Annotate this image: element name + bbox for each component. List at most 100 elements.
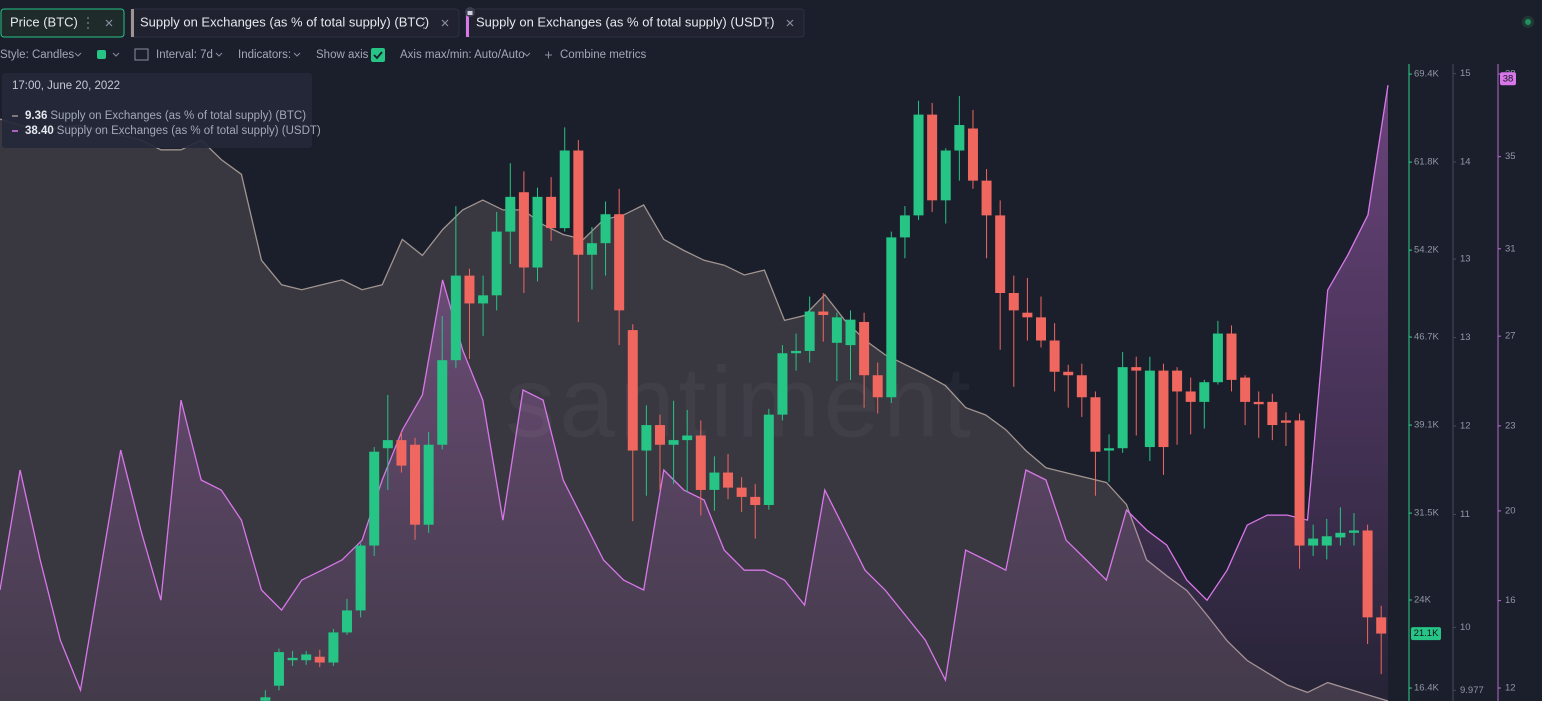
- candle-body: [1267, 401, 1278, 426]
- menu-dots[interactable]: [423, 17, 425, 29]
- candle-body: [1240, 377, 1251, 402]
- y-tick-label: 20: [1505, 505, 1516, 516]
- candle-body: [355, 545, 366, 611]
- candle-body: [899, 215, 910, 238]
- y-tick-label: 39.1K: [1414, 420, 1439, 431]
- close-icon[interactable]: [441, 19, 449, 27]
- candle-body: [1104, 448, 1115, 451]
- candle-body: [1117, 367, 1128, 449]
- candle-body: [1212, 333, 1223, 383]
- y-tick-label: 13: [1460, 332, 1471, 343]
- candle-body: [777, 353, 788, 415]
- tab[interactable]: [0, 8, 125, 38]
- tab-color: [131, 9, 134, 37]
- tooltip-value: 9.36: [25, 110, 47, 122]
- color-picker[interactable]: [97, 50, 106, 59]
- y-tick-label: 35: [1505, 151, 1516, 162]
- candle-body: [1090, 397, 1101, 452]
- chevron: [215, 52, 223, 57]
- lock-icon[interactable]: [465, 7, 475, 17]
- candle-body: [654, 425, 665, 445]
- candle-body: [342, 610, 352, 633]
- tab-color: [466, 9, 469, 37]
- candle-body: [1348, 530, 1359, 533]
- tooltip-label: Supply on Exchanges (as % of total suppl…: [50, 110, 306, 122]
- value-badge-label: 38: [1503, 73, 1514, 84]
- candle-body: [886, 237, 897, 398]
- value-badge: [1411, 627, 1441, 641]
- close-icon[interactable]: [786, 19, 794, 27]
- candle-body: [1144, 370, 1155, 448]
- candle-body: [1131, 367, 1142, 371]
- value-badge: [1500, 72, 1516, 86]
- candle-body: [995, 215, 1006, 293]
- candle-body: [314, 656, 325, 663]
- candle-body: [831, 317, 842, 343]
- y-tick-label: 23: [1505, 420, 1516, 431]
- candle-body: [437, 360, 448, 445]
- y-tick-label: 69.4K: [1414, 69, 1439, 80]
- menu-dots[interactable]: [87, 17, 89, 29]
- candle-body: [940, 150, 951, 201]
- tooltip-box: [2, 73, 312, 148]
- candle-body: [641, 425, 652, 451]
- candle-body: [627, 330, 638, 451]
- candle-body: [532, 196, 543, 268]
- y-tick-label: 16: [1505, 595, 1516, 606]
- candle-body: [1376, 617, 1387, 634]
- y-tick-label: 10: [1460, 622, 1471, 633]
- menu-dots[interactable]: [767, 17, 769, 29]
- tooltip-row: 9.36 Supply on Exchanges (as % of total s…: [25, 110, 306, 122]
- tooltip-label: Supply on Exchanges (as % of total suppl…: [57, 125, 321, 137]
- candle-body: [1158, 370, 1169, 448]
- candle-body: [695, 435, 706, 490]
- interval-selector[interactable]: Interval: 7d: [156, 49, 213, 61]
- y-tick-label: 61.8K: [1414, 157, 1439, 168]
- close-icon[interactable]: [105, 19, 113, 27]
- tooltip-row: 38.40 Supply on Exchanges (as % of total …: [25, 125, 321, 137]
- candle-body: [927, 114, 938, 201]
- y-tick-label: 24K: [1414, 595, 1432, 606]
- y-tick-label: 15: [1460, 68, 1471, 79]
- y-tick-label: 46.7K: [1414, 332, 1439, 343]
- candle-body: [1226, 333, 1237, 380]
- candle-body: [382, 440, 393, 449]
- candle-body: [559, 150, 570, 229]
- y-tick-label: 11: [1460, 509, 1470, 520]
- candle-body: [709, 472, 720, 490]
- candle-body: [1362, 530, 1373, 618]
- candle-layer: [260, 96, 1387, 701]
- checkbox[interactable]: [371, 48, 385, 62]
- candle-body: [723, 472, 734, 488]
- show-axis-label[interactable]: Show axis: [316, 49, 369, 61]
- candle-body: [573, 150, 584, 255]
- chevron: [112, 52, 120, 57]
- candle-body: [750, 496, 761, 505]
- candle-body: [1199, 382, 1210, 402]
- candle-body: [287, 657, 298, 661]
- candle-body: [859, 321, 870, 376]
- combine-metrics[interactable]: Combine metrics: [560, 49, 647, 61]
- candle-body: [1076, 375, 1087, 398]
- candle-body: [1008, 292, 1019, 311]
- chevron: [74, 52, 82, 57]
- style-selector[interactable]: Style: Candles: [0, 49, 74, 61]
- candle-body: [913, 114, 924, 216]
- candle-body: [1253, 401, 1264, 405]
- y-tick-label: 9.977: [1460, 685, 1484, 696]
- axis-range-selector[interactable]: Axis max/min: Auto/Auto: [400, 49, 525, 61]
- y-tick-label: 27: [1505, 331, 1516, 342]
- legend-entry[interactable]: Supply on Exchanges (as % of total suppl…: [476, 14, 774, 29]
- legend-entry[interactable]: Supply on Exchanges (as % of total suppl…: [140, 14, 429, 29]
- y-tick-label: 16.4K: [1414, 683, 1439, 694]
- candle-body: [410, 444, 421, 525]
- area-fill: [0, 85, 1388, 701]
- toolbar: Style: Candles Interval: 7d Indicators: …: [0, 48, 647, 62]
- candle-body: [818, 311, 829, 316]
- y-tick-label: 14: [1460, 157, 1471, 168]
- indicators-selector[interactable]: Indicators:: [238, 49, 291, 61]
- candle-body: [682, 435, 693, 441]
- candle-body: [396, 440, 407, 466]
- legend-entry[interactable]: Price (BTC): [10, 14, 78, 29]
